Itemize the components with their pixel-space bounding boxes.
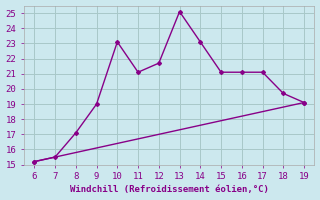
X-axis label: Windchill (Refroidissement éolien,°C): Windchill (Refroidissement éolien,°C) bbox=[70, 185, 268, 194]
